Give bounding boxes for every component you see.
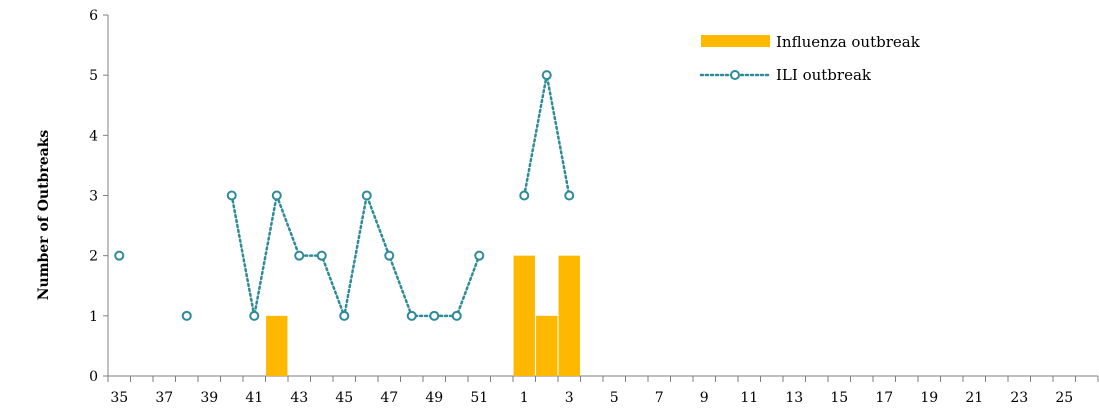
influenza-bars [266, 255, 580, 376]
y-tick-label: 3 [89, 189, 98, 205]
bar-influenza-week-42 [266, 315, 288, 376]
x-tick-label: 45 [335, 390, 353, 406]
ili-point-week-51 [474, 250, 485, 261]
ili-point-week-46 [361, 190, 372, 201]
x-tick-label: 1 [520, 390, 529, 406]
bar-influenza-week-1 [513, 255, 535, 376]
x-tick-label: 51 [470, 390, 488, 406]
x-tick-label: 47 [380, 390, 398, 406]
ili-point-week-42 [271, 190, 282, 201]
x-tick-label: 23 [1010, 390, 1028, 406]
x-tick-label: 17 [875, 390, 893, 406]
y-axis: 0 1 2 3 4 5 6 [89, 8, 109, 385]
legend-swatch-ili-marker [730, 70, 740, 80]
ili-point-week-41 [249, 310, 260, 321]
x-tick-label: 15 [830, 390, 848, 406]
ili-line-segment [523, 74, 571, 197]
x-axis: 35 37 39 41 43 45 47 49 51 1 3 5 7 9 11 13 15 17 19 21 23 25 [107, 375, 1099, 406]
ili-point-week-38 [181, 310, 192, 321]
x-tick-label: 41 [245, 390, 263, 406]
ili-line-segment [230, 190, 481, 321]
y-tick-label: 5 [89, 68, 98, 84]
ili-point-week-50 [451, 310, 462, 321]
y-tick-label: 6 [89, 8, 98, 24]
x-tick-label: 13 [785, 390, 803, 406]
ili-point-week-1 [519, 190, 530, 201]
x-tick-label: 49 [425, 390, 443, 406]
y-tick-label: 1 [89, 309, 98, 325]
x-tick-label: 7 [655, 390, 664, 406]
legend-swatch-influenza [701, 35, 770, 47]
x-tick-label: 43 [290, 390, 308, 406]
ili-point-week-49 [429, 310, 440, 321]
legend-label-ili: ILI outbreak [776, 66, 872, 84]
x-tick-label: 37 [155, 390, 173, 406]
x-tick-label: 3 [565, 390, 574, 406]
bar-influenza-week-3 [558, 255, 580, 376]
ili-point-week-47 [384, 250, 395, 261]
legend: Influenza outbreak ILI outbreak [699, 33, 921, 84]
ili-line [114, 70, 575, 321]
x-tick-label: 21 [965, 390, 983, 406]
x-tick-label: 9 [700, 390, 709, 406]
ili-point-week-43 [294, 250, 305, 261]
ili-point-week-48 [406, 310, 417, 321]
legend-label-influenza: Influenza outbreak [776, 33, 921, 51]
x-tick-label: 5 [610, 390, 619, 406]
ili-point-week-2 [541, 70, 552, 81]
ili-point-week-44 [316, 250, 327, 261]
y-tick-label: 4 [89, 128, 98, 144]
ili-point-week-40 [226, 190, 237, 201]
ili-point-week-3 [564, 190, 575, 201]
ili-point-week-45 [339, 310, 350, 321]
x-tick-label: 11 [740, 390, 758, 406]
bar-influenza-week-2 [536, 315, 558, 376]
ili-point-week-35 [114, 250, 125, 261]
x-tick-label: 19 [920, 390, 938, 406]
y-tick-label: 2 [89, 249, 98, 265]
y-tick-label: 0 [89, 369, 98, 385]
x-tick-label: 35 [110, 390, 128, 406]
x-tick-label: 25 [1055, 390, 1073, 406]
x-tick-label: 39 [200, 390, 218, 406]
y-axis-title: Number of Outbreaks [36, 130, 52, 301]
